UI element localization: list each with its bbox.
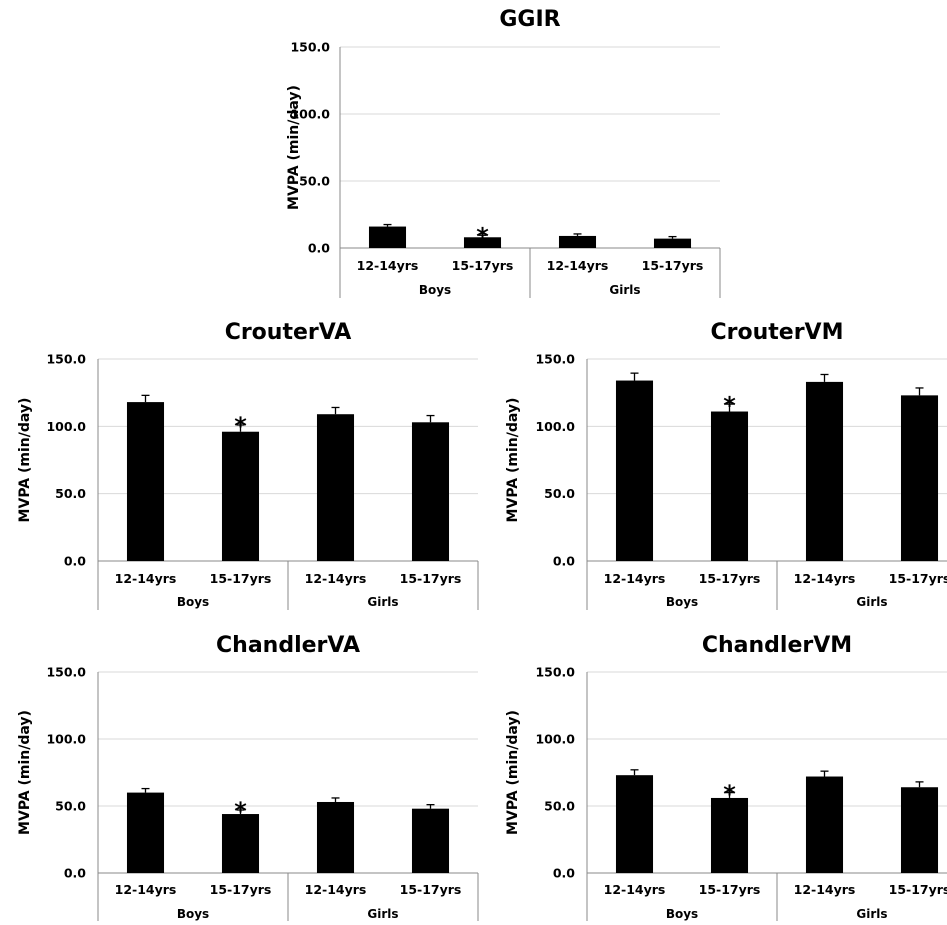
bar — [805, 776, 844, 873]
x-category-label: 12-14yrs — [357, 258, 419, 273]
croutervm-chart: CrouterVM 0.0 50.0 100.0 150.0 MVPA (min/day)… — [490, 312, 947, 624]
x-group-label: Boys — [177, 595, 209, 609]
chart-svg: ChandlerVA 0.0 50.0 100.0 150.0 MVPA (min/day… — [17, 633, 479, 921]
x-group-label: Boys — [666, 595, 698, 609]
bar — [653, 238, 692, 248]
significance-marker: * — [234, 412, 247, 440]
x-group-label: Boys — [666, 907, 698, 921]
y-tick-label: 100.0 — [535, 732, 575, 747]
y-tick-label: 0.0 — [553, 866, 575, 881]
x-category-label: 15-17yrs — [210, 571, 272, 586]
x-group-label: Girls — [609, 283, 640, 297]
x-category-label: 12-14yrs — [305, 571, 367, 586]
x-category-label: 15-17yrs — [452, 258, 514, 273]
y-tick-label: 150.0 — [290, 40, 330, 55]
x-category-label: 15-17yrs — [400, 571, 462, 586]
chart-svg: GGIR 0.0 50.0 100.0 150.0 MVPA (min/day) 12-14… — [286, 7, 721, 298]
y-tick-label: 0.0 — [553, 554, 575, 569]
chart-svg: CrouterVA 0.0 50.0 100.0 150.0 MVPA (min/day)… — [17, 320, 479, 610]
bar — [805, 381, 844, 561]
y-tick-label: 100.0 — [290, 107, 330, 122]
y-tick-label: 50.0 — [299, 174, 330, 189]
x-category-label: 15-17yrs — [889, 882, 947, 897]
y-axis-label: MVPA (min/day) — [17, 398, 33, 523]
bar — [316, 414, 355, 561]
bar — [126, 402, 165, 561]
y-tick-label: 0.0 — [308, 241, 330, 256]
chart-title: CrouterVA — [225, 320, 352, 345]
x-category-label: 15-17yrs — [642, 258, 704, 273]
x-category-label: 12-14yrs — [547, 258, 609, 273]
bar — [900, 787, 939, 873]
chart-svg: ChandlerVM 0.0 50.0 100.0 150.0 MVPA (min/day… — [505, 633, 947, 921]
y-tick-label: 100.0 — [46, 732, 86, 747]
x-category-label: 12-14yrs — [604, 882, 666, 897]
y-tick-label: 150.0 — [535, 352, 575, 367]
x-category-label: 12-14yrs — [794, 571, 856, 586]
bar — [221, 814, 260, 873]
y-tick-label: 0.0 — [64, 554, 86, 569]
y-tick-label: 150.0 — [535, 665, 575, 680]
bar — [463, 237, 502, 248]
x-category-label: 12-14yrs — [305, 882, 367, 897]
x-group-label: Boys — [177, 907, 209, 921]
y-axis-label: MVPA (min/day) — [505, 710, 521, 835]
x-group-label: Girls — [856, 907, 887, 921]
bar — [615, 380, 654, 561]
y-tick-label: 150.0 — [46, 665, 86, 680]
x-category-label: 15-17yrs — [210, 882, 272, 897]
bar — [710, 411, 749, 561]
x-category-label: 15-17yrs — [400, 882, 462, 897]
y-axis-label: MVPA (min/day) — [17, 710, 33, 835]
y-tick-label: 0.0 — [64, 866, 86, 881]
y-tick-label: 50.0 — [544, 486, 575, 501]
bar — [411, 808, 450, 873]
y-tick-label: 150.0 — [46, 352, 86, 367]
chart-title: CrouterVM — [711, 320, 844, 345]
bar — [316, 801, 355, 873]
y-tick-label: 100.0 — [46, 419, 86, 434]
chandlervm-chart: ChandlerVM 0.0 50.0 100.0 150.0 MVPA (min/day… — [490, 624, 947, 921]
chart-title: GGIR — [499, 7, 560, 32]
bar — [710, 797, 749, 873]
x-category-label: 12-14yrs — [604, 571, 666, 586]
x-group-label: Girls — [367, 907, 398, 921]
chart-title: ChandlerVM — [702, 633, 852, 658]
bar — [900, 395, 939, 561]
chart-title: ChandlerVA — [216, 633, 360, 658]
chandlerva-chart: ChandlerVA 0.0 50.0 100.0 150.0 MVPA (min/day… — [0, 624, 490, 921]
y-axis-label: MVPA (min/day) — [286, 85, 302, 210]
x-category-label: 12-14yrs — [115, 571, 177, 586]
y-tick-label: 50.0 — [55, 799, 86, 814]
bar — [368, 226, 407, 248]
x-category-label: 15-17yrs — [699, 571, 761, 586]
ggir-chart: GGIR 0.0 50.0 100.0 150.0 MVPA (min/day) 12-14… — [0, 0, 947, 312]
y-tick-label: 50.0 — [544, 799, 575, 814]
significance-marker: * — [234, 797, 247, 825]
significance-marker: * — [723, 391, 736, 419]
significance-marker: * — [723, 780, 736, 808]
x-group-label: Boys — [419, 283, 451, 297]
crouterva-chart: CrouterVA 0.0 50.0 100.0 150.0 MVPA (min/day)… — [0, 312, 490, 624]
significance-marker: * — [476, 222, 489, 250]
x-category-label: 12-14yrs — [115, 882, 177, 897]
bar — [615, 775, 654, 873]
chart-svg: CrouterVM 0.0 50.0 100.0 150.0 MVPA (min/day)… — [505, 320, 947, 610]
x-group-label: Girls — [856, 595, 887, 609]
x-category-label: 15-17yrs — [889, 571, 947, 586]
y-axis-label: MVPA (min/day) — [505, 398, 521, 523]
y-tick-label: 50.0 — [55, 486, 86, 501]
x-group-label: Girls — [367, 595, 398, 609]
bar — [411, 422, 450, 561]
x-category-label: 12-14yrs — [794, 882, 856, 897]
x-category-label: 15-17yrs — [699, 882, 761, 897]
y-tick-label: 100.0 — [535, 419, 575, 434]
bar — [558, 235, 597, 248]
bar — [221, 431, 260, 561]
bar — [126, 792, 165, 873]
